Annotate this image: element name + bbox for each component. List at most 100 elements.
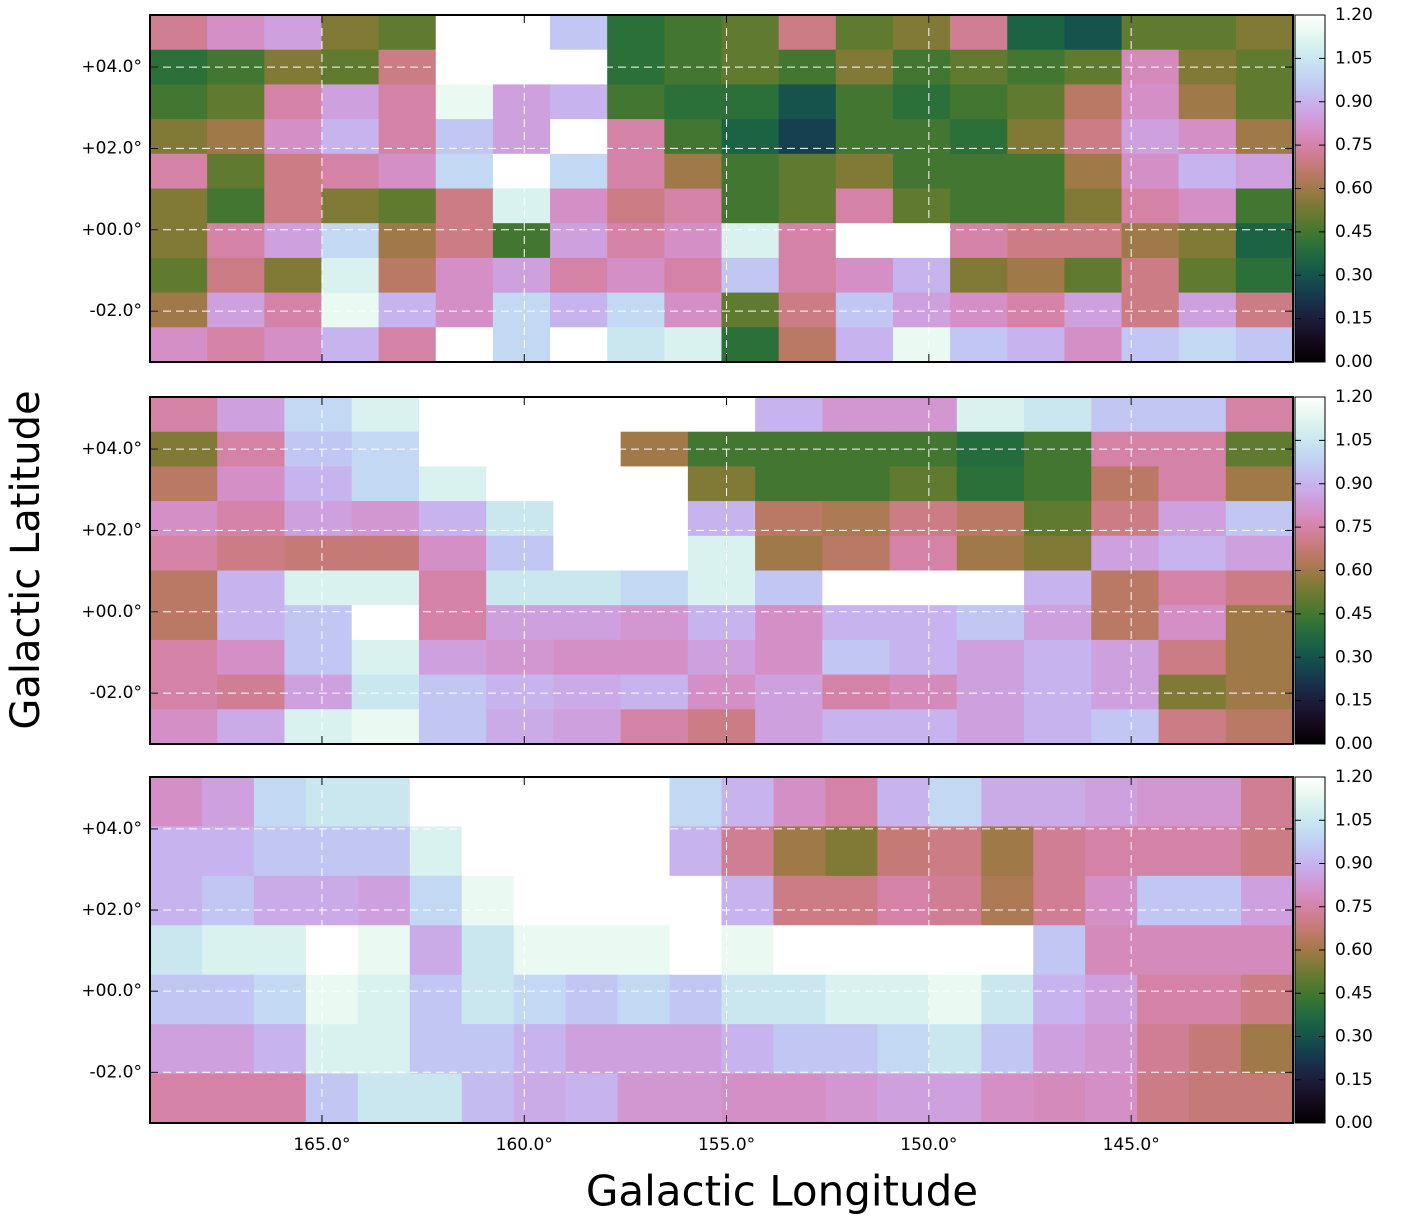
colorbar-label: 0.60 <box>1335 940 1373 960</box>
heatmap-cell <box>835 292 894 328</box>
heatmap-cell <box>892 292 951 328</box>
heatmap-cell <box>435 327 494 363</box>
heatmap-cell <box>607 188 665 224</box>
heatmap-cell <box>565 875 619 926</box>
heatmap-cell <box>550 257 608 294</box>
heatmap-cell <box>201 974 255 1025</box>
heatmap-cell <box>1085 974 1138 1025</box>
heatmap-cell <box>620 605 689 641</box>
heatmap-cell <box>150 119 208 155</box>
heatmap-cell <box>892 119 951 155</box>
heatmap-cell <box>461 925 515 976</box>
heatmap-cell <box>357 925 411 976</box>
heatmap-cell <box>773 925 827 976</box>
heatmap-cell <box>264 223 323 259</box>
heatmap-cell <box>1158 570 1227 606</box>
heatmap-cell <box>1178 84 1237 120</box>
heatmap-cell <box>956 501 1025 537</box>
heatmap-cell <box>687 639 756 676</box>
heatmap-cell <box>321 292 380 328</box>
heatmap-cell <box>1024 674 1092 710</box>
heatmap-cell <box>1007 327 1065 363</box>
heatmap-cell <box>217 535 286 572</box>
heatmap-cell <box>1189 974 1242 1025</box>
heatmap-cell <box>1033 826 1086 877</box>
heatmap-cell <box>1225 535 1294 572</box>
heatmap-cell <box>553 674 622 710</box>
heatmap-cell <box>253 925 307 976</box>
heatmap-cell <box>1235 15 1294 51</box>
heatmap-cell <box>1064 84 1123 120</box>
heatmap-cell <box>1241 1024 1294 1075</box>
heatmap-cell <box>687 674 756 710</box>
heatmap-cell <box>150 605 218 641</box>
heatmap-cell <box>1158 605 1227 641</box>
heatmap-cell <box>778 327 837 363</box>
heatmap-cell <box>553 501 622 537</box>
heatmap-cell <box>669 777 723 828</box>
heatmap-cell <box>264 15 323 51</box>
heatmap-cell <box>409 974 463 1025</box>
heatmap-cell <box>150 709 218 745</box>
heatmap-cell <box>981 1024 1034 1075</box>
heatmap-cell <box>351 570 420 606</box>
heatmap-cell <box>778 84 837 120</box>
heatmap-cell <box>492 119 551 155</box>
heatmap-cell <box>565 1073 619 1124</box>
heatmap-cell <box>1121 223 1180 259</box>
heatmap-cell <box>664 292 723 328</box>
heatmap-cell <box>207 257 265 294</box>
y-tick-label: +00.0° <box>81 981 142 1001</box>
heatmap-cell <box>284 466 353 502</box>
heatmap-cell <box>778 153 837 190</box>
heatmap-cell <box>877 925 930 976</box>
heatmap-cell <box>773 875 827 926</box>
heatmap-cell <box>956 709 1025 745</box>
heatmap-cell <box>253 974 307 1025</box>
heatmap-cell <box>825 925 878 976</box>
heatmap-cell <box>264 188 323 224</box>
heatmap-cell <box>305 826 359 877</box>
heatmap-cell <box>217 570 286 606</box>
heatmap-cell <box>617 974 671 1025</box>
heatmap-cell <box>217 466 286 502</box>
heatmap-cell <box>956 605 1025 641</box>
heatmap-cell <box>669 875 723 926</box>
heatmap-cell <box>721 15 780 51</box>
heatmap-cell <box>956 570 1025 606</box>
heatmap-cell <box>835 327 894 363</box>
heatmap-cell <box>1064 223 1123 259</box>
heatmap-cell <box>253 1024 307 1075</box>
heatmap-cell <box>1235 188 1294 224</box>
heatmap-cell <box>822 466 891 502</box>
colorbar-label: 0.60 <box>1335 561 1373 581</box>
heatmap-cell <box>418 674 487 710</box>
heatmap-cell <box>253 875 307 926</box>
heatmap-cell <box>321 15 380 51</box>
heatmap-cell <box>981 826 1034 877</box>
heatmap-cell <box>492 223 551 259</box>
heatmap-cell <box>755 535 823 572</box>
heatmap-cell <box>892 188 951 224</box>
heatmap-cell <box>1024 501 1092 537</box>
colorbar-label: 0.15 <box>1335 309 1373 329</box>
heatmap-cell <box>825 875 878 926</box>
heatmap-cell <box>1007 292 1065 328</box>
heatmap-cell <box>825 1024 878 1075</box>
heatmap-cell <box>822 674 891 710</box>
heatmap-cell <box>1241 826 1294 877</box>
x-tick-label: 145.0° <box>1103 1135 1160 1155</box>
heatmap-cell <box>950 153 1008 190</box>
heatmap-cell <box>207 153 265 190</box>
heatmap-cell <box>284 639 353 676</box>
heatmap-cell <box>956 674 1025 710</box>
heatmap-cell <box>550 292 608 328</box>
heatmap-cell <box>550 84 608 120</box>
heatmap-cell <box>1033 875 1086 926</box>
heatmap-cell <box>305 777 359 828</box>
heatmap-cell <box>264 84 323 120</box>
heatmap-cell <box>150 1024 203 1075</box>
heatmap-cell <box>1007 119 1065 155</box>
heatmap-cell <box>892 84 951 120</box>
heatmap-cell <box>1091 397 1160 433</box>
